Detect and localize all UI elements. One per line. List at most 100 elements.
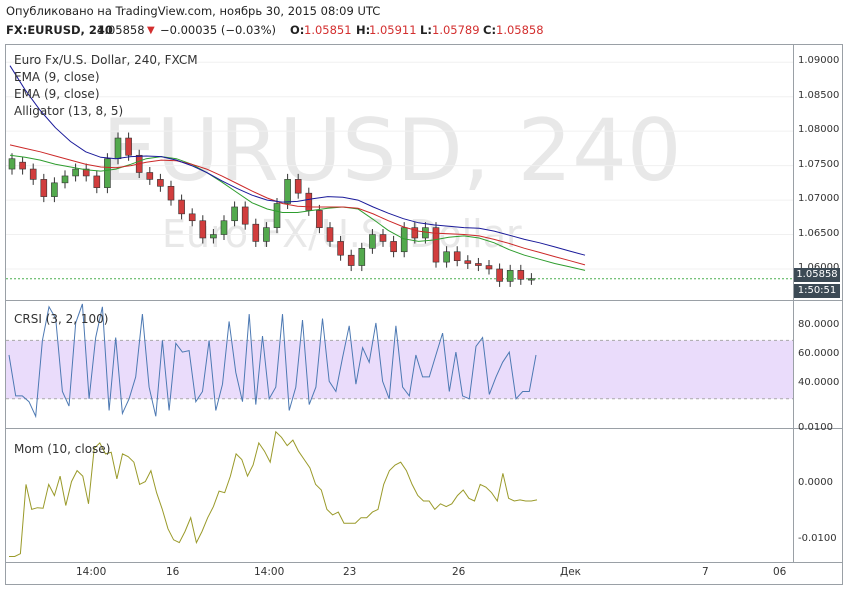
crsi-tick-label: 40.0000 — [798, 377, 840, 389]
momentum-line — [9, 430, 538, 557]
crsi-chart[interactable] — [6, 301, 793, 428]
momentum-chart[interactable] — [6, 429, 793, 562]
time-axis[interactable]: 14:00 16 14:00 23 26 Дек 7 06 — [6, 563, 793, 584]
mom-tick-label: 0.0100 — [798, 422, 833, 433]
alligator-line — [9, 65, 586, 256]
candle — [252, 223, 260, 242]
candle — [369, 234, 376, 249]
candle — [263, 227, 270, 242]
pane-divider[interactable] — [5, 428, 843, 429]
watermark-symbol: EURUSD, 240 — [102, 101, 682, 201]
price-tick-label: 1.08500 — [798, 89, 840, 101]
candle — [241, 206, 249, 225]
ema-red-line — [9, 144, 586, 266]
candle — [210, 234, 217, 239]
price-tick-label: 1.07000 — [798, 193, 840, 205]
low-label: L: — [420, 23, 432, 37]
candle — [284, 179, 291, 204]
time-tick-label: 7 — [702, 566, 709, 578]
candle — [347, 254, 355, 266]
legend-ema-2[interactable]: EMA (9, close) — [14, 87, 100, 101]
candle — [82, 168, 90, 177]
candle — [114, 137, 122, 160]
publish-text: Опубликовано на TradingView.com, ноябрь … — [6, 4, 381, 18]
change-value: −0.00035 (−0.03%) — [160, 23, 276, 37]
time-tick-label: 23 — [343, 566, 357, 578]
candle — [379, 234, 387, 242]
candle — [305, 192, 313, 211]
price-tick-label: 1.09000 — [798, 55, 840, 67]
candle — [40, 179, 48, 197]
price-tick-label: 1.06500 — [798, 227, 840, 239]
crsi-band — [6, 340, 793, 399]
down-arrow-icon: ▼ — [147, 25, 155, 36]
chart-frame — [5, 44, 843, 585]
price-chart[interactable]: EURUSD, 240 Euro FX/U.S. Dollar — [6, 45, 793, 300]
legend-momentum[interactable]: Mom (10, close) — [14, 442, 111, 456]
candle — [294, 179, 302, 194]
countdown-tag: 1:50:51 — [794, 284, 840, 298]
time-tick-label: Дек — [560, 566, 582, 578]
candle — [432, 227, 440, 263]
high-label: H: — [356, 23, 371, 37]
last-price-tag: 1.05858 — [794, 268, 840, 282]
candle — [188, 213, 196, 222]
candle — [167, 185, 175, 201]
candle — [475, 263, 482, 266]
time-tick-label: 16 — [166, 566, 180, 578]
candle — [220, 220, 228, 235]
candle — [506, 270, 514, 282]
candle — [199, 220, 207, 239]
crsi-axis[interactable] — [793, 301, 842, 428]
candle — [464, 260, 472, 264]
candle — [178, 199, 185, 215]
price-tick-label: 1.06000 — [798, 262, 839, 273]
publish-info: Опубликовано на TradingView.com, ноябрь … — [0, 0, 848, 22]
time-tick-label: 26 — [452, 566, 466, 578]
candle — [72, 168, 79, 177]
price-tick-label: 1.08000 — [798, 124, 840, 136]
candle — [273, 203, 281, 228]
candle — [443, 251, 450, 263]
candle — [517, 270, 525, 280]
mom-axis[interactable] — [793, 429, 842, 562]
legend-alligator[interactable]: Alligator (13, 8, 5) — [14, 104, 124, 118]
candle — [19, 161, 26, 170]
candle — [411, 227, 419, 239]
legend-ema-1[interactable]: EMA (9, close) — [14, 70, 100, 84]
candle — [422, 227, 429, 239]
crsi-tick-label: 60.0000 — [798, 348, 840, 359]
candle — [8, 158, 16, 170]
time-tick-label: 06 — [773, 566, 787, 578]
candle — [453, 251, 461, 262]
candle — [326, 227, 334, 242]
pane-divider — [5, 562, 843, 563]
mom-tick-label: -0.0100 — [798, 532, 837, 544]
candle — [125, 137, 132, 156]
last-price: 1.05858 — [97, 23, 145, 37]
candle — [157, 179, 164, 187]
candle — [316, 210, 323, 228]
candle — [51, 182, 58, 197]
high-value: 1.05911 — [369, 23, 417, 37]
candle — [358, 248, 366, 266]
low-value: 1.05789 — [432, 23, 480, 37]
pane-divider[interactable] — [5, 300, 843, 301]
price-tick-label: 1.07500 — [798, 158, 840, 170]
legend-symbol[interactable]: Euro Fx/U.S. Dollar, 240, FXCM — [14, 53, 198, 67]
crsi-line — [8, 303, 537, 419]
candle — [61, 175, 69, 184]
time-tick-label: 14:00 — [76, 566, 107, 578]
candle — [528, 278, 535, 281]
legend-crsi[interactable]: CRSI (3, 2, 100) — [14, 312, 109, 326]
crsi-tick-label: 80.0000 — [798, 318, 840, 330]
open-label: O: — [290, 23, 305, 37]
candle — [104, 158, 111, 188]
candle — [146, 172, 154, 180]
price-axis[interactable] — [793, 45, 842, 300]
candle — [29, 168, 37, 180]
quote-bar: FX:EURUSD, 240 1.05858 ▼ −0.00035 (−0.03… — [0, 22, 848, 42]
close-label: C: — [483, 23, 497, 37]
candle — [337, 241, 344, 256]
symbol-label[interactable]: FX:EURUSD, 240 — [6, 23, 113, 37]
